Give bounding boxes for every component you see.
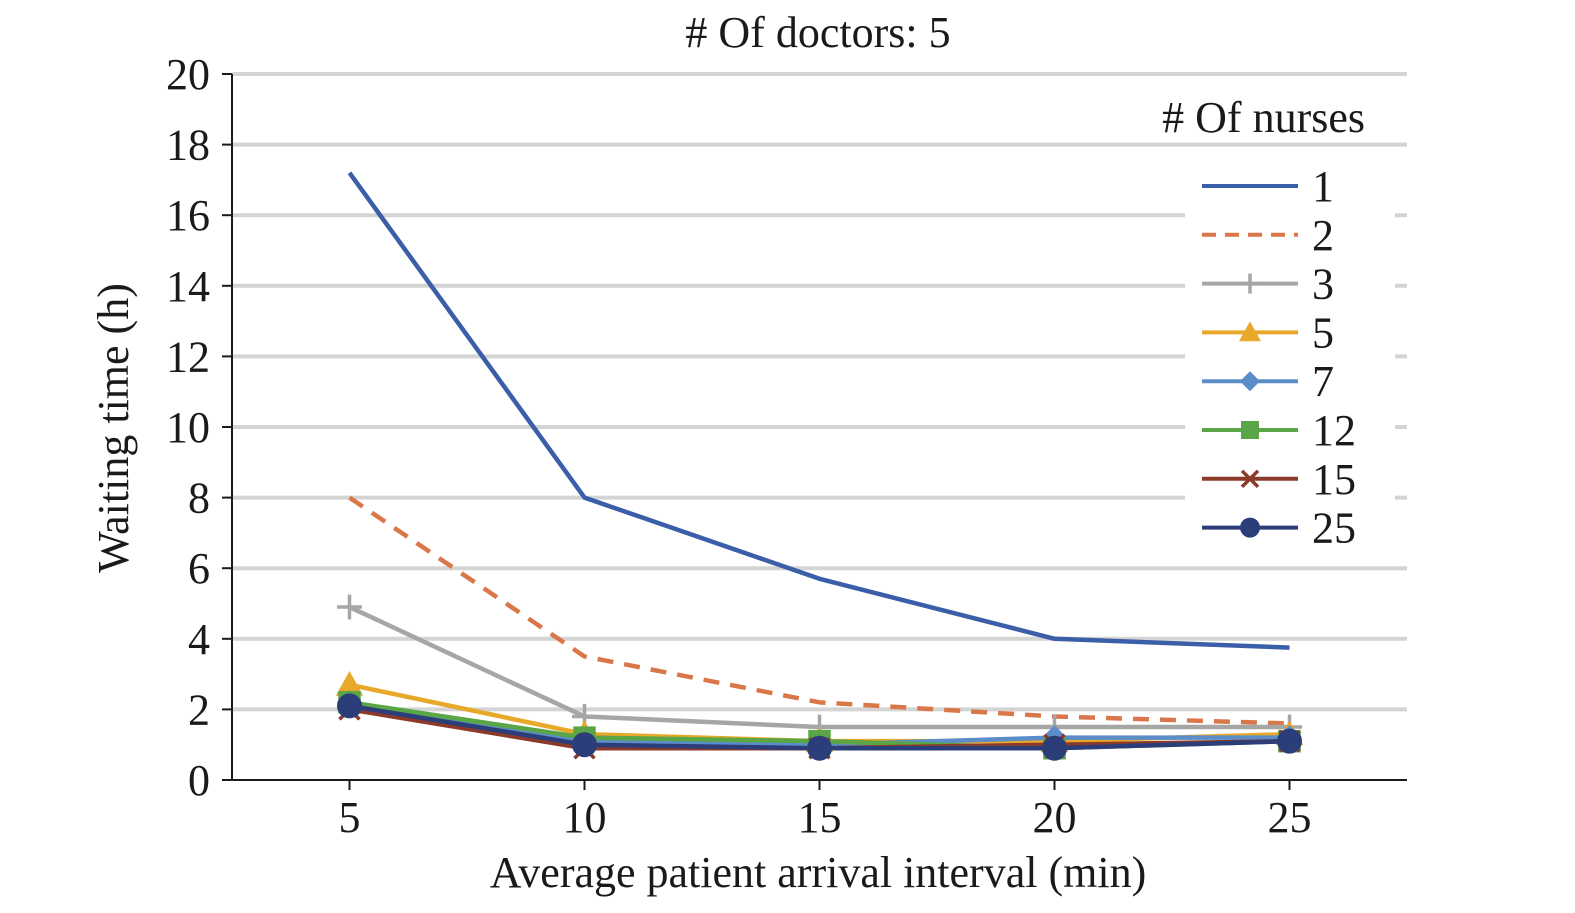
y-tick-label: 2	[188, 685, 210, 734]
legend-item-7: 7	[1202, 357, 1334, 406]
x-tick-label: 10	[563, 793, 607, 842]
legend-label: 25	[1312, 504, 1356, 553]
y-tick-label: 12	[166, 332, 210, 381]
y-tick-label: 16	[166, 191, 210, 240]
data-point	[1042, 735, 1067, 761]
gridlines	[232, 72, 1407, 712]
data-point	[1239, 321, 1261, 342]
data-point	[1277, 728, 1302, 754]
legend-label: 1	[1312, 162, 1334, 211]
y-tick-label: 14	[166, 262, 210, 311]
series-2	[348, 495, 1290, 726]
data-point	[1240, 371, 1260, 392]
legend-background	[1185, 163, 1395, 553]
y-tick-label: 10	[166, 403, 210, 452]
series-25	[337, 693, 1302, 761]
y-tick-label: 8	[188, 474, 210, 523]
x-tick-label: 15	[798, 793, 842, 842]
data-point	[807, 735, 832, 761]
x-tick-label: 5	[339, 793, 361, 842]
legend-item-12: 12	[1202, 406, 1356, 455]
data-point	[337, 594, 362, 620]
series-lines	[335, 171, 1304, 761]
legend-label: 15	[1312, 455, 1356, 504]
x-tick-label: 20	[1033, 793, 1077, 842]
series-1	[347, 171, 1290, 650]
legend-label: 3	[1312, 260, 1334, 309]
legend-item-5: 5	[1202, 308, 1334, 357]
legend-label: 2	[1312, 211, 1334, 260]
x-tick-label: 25	[1268, 793, 1312, 842]
legend-item-1: 1	[1202, 162, 1334, 211]
chart-title: # Of doctors: 5	[685, 8, 950, 57]
x-tick-labels: 5 10 15 20 25	[339, 793, 1312, 842]
data-point	[337, 693, 362, 719]
data-point	[1240, 273, 1260, 294]
y-tick-label: 6	[188, 544, 210, 593]
legend-label: 7	[1312, 357, 1334, 406]
y-tick-label: 0	[188, 756, 210, 805]
legend-title: # Of nurses	[1162, 93, 1365, 142]
legend-item-15: 15	[1202, 455, 1356, 504]
data-point	[572, 732, 597, 758]
y-tick-label: 18	[166, 121, 210, 170]
series-3	[337, 594, 1302, 740]
data-point	[1241, 421, 1259, 439]
y-axis-title: Waiting time (h)	[89, 283, 138, 573]
y-tick-labels: 0 2 4 6 8 10 12 14 16 18 20	[166, 50, 210, 805]
y-tick-label: 4	[188, 615, 210, 664]
legend-item-3: 3	[1202, 260, 1334, 309]
legend-label: 5	[1312, 308, 1334, 357]
series-line	[347, 171, 1290, 650]
series-line	[348, 495, 1290, 726]
x-axis-title: Average patient arrival interval (min)	[490, 848, 1146, 897]
data-point	[1240, 517, 1260, 538]
data-point	[335, 670, 364, 696]
legend-item-2: 2	[1202, 211, 1334, 260]
y-tick-label: 20	[166, 50, 210, 99]
legend-label: 12	[1312, 406, 1356, 455]
legend-item-25: 25	[1202, 504, 1356, 553]
data-point	[1240, 469, 1260, 489]
axes	[222, 73, 1407, 790]
